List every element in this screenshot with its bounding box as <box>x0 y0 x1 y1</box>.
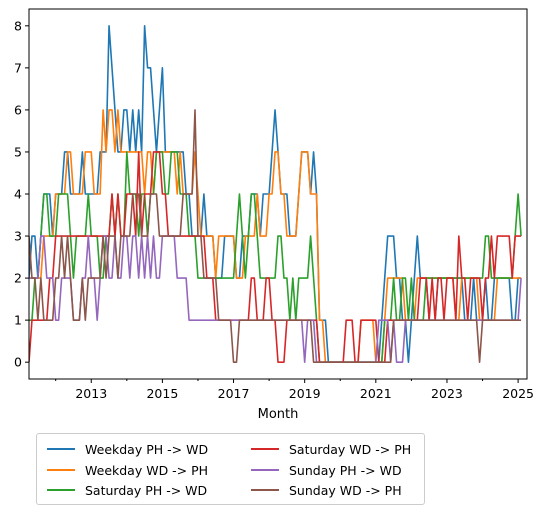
legend: Weekday PH -> WD Weekday WD -> PH Saturday… <box>36 433 425 505</box>
legend-label: Sunday PH -> WD <box>289 462 402 478</box>
legend-item: Weekday WD -> PH <box>47 461 208 479</box>
x-tick-label: 2023 <box>431 386 463 401</box>
x-tick-label: 2025 <box>502 386 534 401</box>
y-tick-label: 0 <box>14 355 22 370</box>
legend-item: Sunday PH -> WD <box>251 461 402 479</box>
y-tick-label: 8 <box>14 18 22 33</box>
y-tick-label: 5 <box>14 144 22 159</box>
series-line-4 <box>29 151 522 363</box>
x-axis-label: Month <box>258 407 299 422</box>
x-tick-label: 2019 <box>289 386 321 401</box>
legend-label: Saturday PH -> WD <box>85 482 208 498</box>
y-tick-label: 2 <box>14 271 22 286</box>
legend-swatch <box>47 469 75 471</box>
series-line-5 <box>29 235 522 363</box>
legend-label: Weekday PH -> WD <box>85 441 209 457</box>
y-tick-label: 6 <box>14 102 22 117</box>
series-line-6 <box>29 109 522 363</box>
legend-swatch <box>47 489 75 491</box>
series-line-1 <box>29 25 522 363</box>
legend-item: Weekday PH -> WD <box>47 440 208 458</box>
axes-frame <box>28 8 528 380</box>
legend-swatch <box>251 489 279 491</box>
legend-swatch <box>47 448 75 450</box>
legend-item: Saturday PH -> WD <box>47 481 207 499</box>
x-tick-label: 2017 <box>218 386 250 401</box>
y-axis: 0 1 2 3 4 5 6 7 8 <box>14 18 29 370</box>
legend-item: Saturday WD -> PH <box>251 440 411 458</box>
x-axis: 2013 2015 2017 2019 2021 2023 2025 <box>55 379 534 401</box>
y-tick-label: 4 <box>14 187 22 202</box>
legend-label: Saturday WD -> PH <box>289 441 412 457</box>
plot-area <box>29 25 522 363</box>
x-tick-label: 2015 <box>146 386 178 401</box>
legend-swatch <box>251 448 279 450</box>
y-tick-label: 7 <box>14 60 22 75</box>
y-tick-label: 3 <box>14 229 22 244</box>
legend-label: Weekday WD -> PH <box>85 462 209 478</box>
x-tick-label: 2013 <box>75 386 107 401</box>
legend-swatch <box>251 469 279 471</box>
legend-item: Sunday WD -> PH <box>251 481 402 499</box>
legend-label: Sunday WD -> PH <box>289 482 402 498</box>
y-tick-label: 1 <box>14 313 22 328</box>
x-tick-label: 2021 <box>360 386 392 401</box>
